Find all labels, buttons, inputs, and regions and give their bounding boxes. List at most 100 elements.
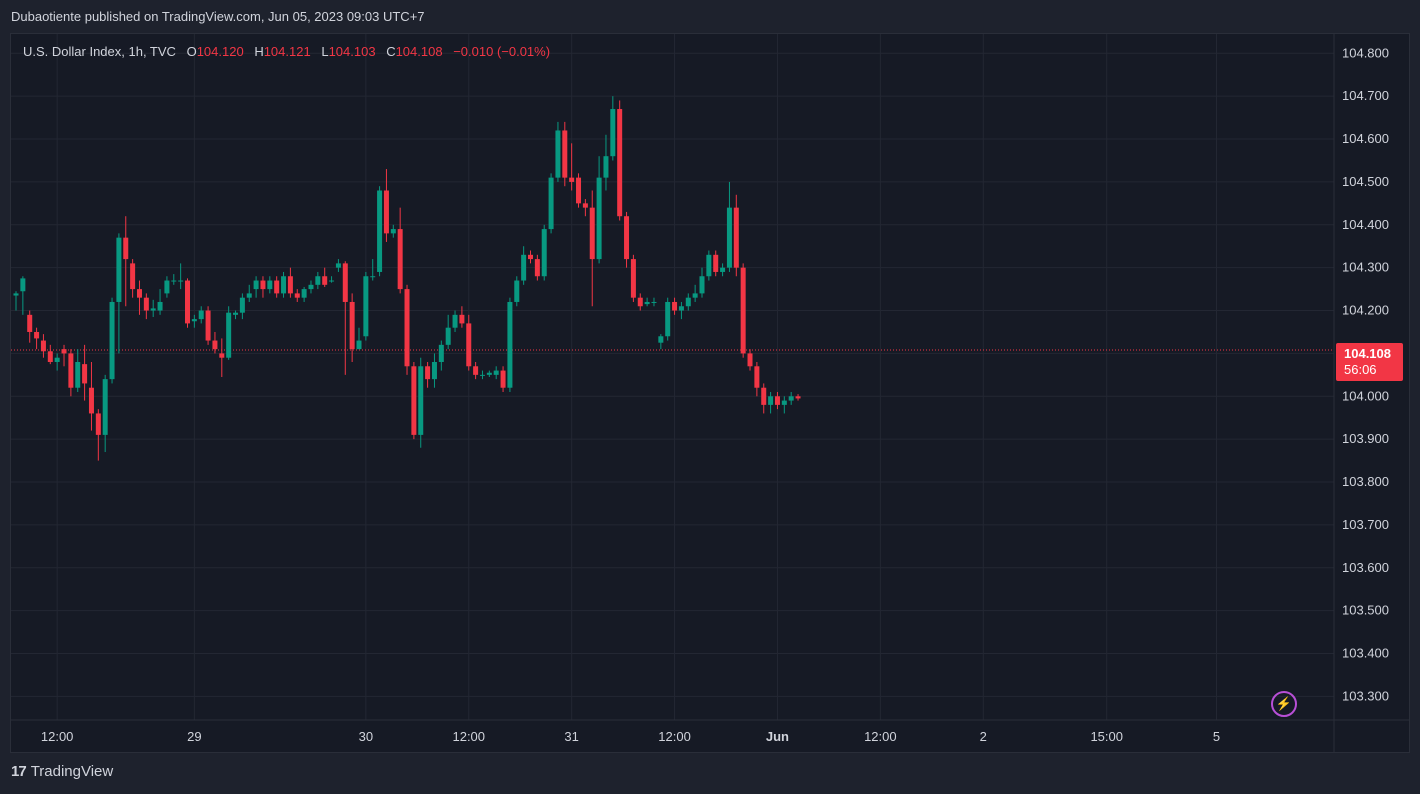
- candle-body: [438, 344, 444, 362]
- candle-body: [239, 297, 245, 313]
- candle-body: [459, 314, 465, 324]
- candle-body: [603, 156, 609, 178]
- candle-body: [109, 301, 115, 380]
- candle-body: [205, 310, 211, 341]
- candle-body: [178, 280, 184, 282]
- candle-body: [610, 109, 616, 157]
- candle-body: [20, 278, 26, 292]
- y-tick-label: 104.700: [1342, 88, 1389, 103]
- candle-body: [500, 370, 506, 388]
- candle-body: [157, 301, 163, 311]
- candle-body: [466, 323, 472, 367]
- high-value: 104.121: [263, 44, 311, 59]
- close-value: 104.108: [395, 44, 443, 59]
- x-tick-label: 2: [980, 729, 987, 744]
- candle-body: [383, 190, 389, 234]
- y-tick-label: 103.400: [1342, 646, 1389, 661]
- candle-body: [431, 361, 437, 380]
- candle-body: [521, 254, 527, 281]
- candle-body: [102, 379, 108, 435]
- symbol-label[interactable]: U.S. Dollar Index, 1h, TVC: [23, 44, 176, 59]
- candle-body: [733, 207, 739, 268]
- candle-body: [356, 340, 362, 350]
- candle-body: [740, 267, 746, 354]
- candle-body: [747, 353, 753, 367]
- candle-body: [287, 276, 293, 294]
- candle-body: [322, 276, 328, 285]
- x-tick-label: Jun: [766, 729, 789, 744]
- candle-body: [486, 372, 492, 375]
- candle-body: [136, 289, 142, 298]
- open-value: 104.120: [196, 44, 244, 59]
- candle-body: [726, 207, 732, 268]
- candle-body: [82, 364, 88, 384]
- x-tick-label: 29: [187, 729, 201, 744]
- brand-name: TradingView: [30, 763, 114, 780]
- open-label: O: [186, 44, 197, 59]
- candle-body: [260, 280, 266, 290]
- candle-body: [68, 353, 74, 388]
- publish-info: Dubaotiente published on TradingView.com…: [11, 9, 425, 24]
- candle-body: [788, 396, 794, 401]
- bar-countdown: 56:06: [1344, 362, 1377, 377]
- y-tick-label: 103.300: [1342, 688, 1389, 703]
- candle-body: [617, 109, 623, 217]
- candle-body: [198, 310, 204, 320]
- x-tick-label: 15:00: [1090, 729, 1123, 744]
- candle-body: [569, 177, 575, 182]
- candle-body: [171, 280, 177, 282]
- candle-body: [624, 216, 630, 260]
- y-tick-label: 104.300: [1342, 260, 1389, 275]
- candlestick-chart[interactable]: 104.800 104.700 104.600 104.500 104.400 104.3…: [11, 34, 1409, 752]
- candle-body: [274, 280, 280, 294]
- candle-body: [479, 374, 485, 376]
- candle-body: [191, 319, 197, 322]
- candle-body: [781, 400, 787, 405]
- candle-body: [88, 387, 94, 414]
- y-tick-label: 103.500: [1342, 603, 1389, 618]
- x-tick-label: 30: [359, 729, 373, 744]
- candle-body: [720, 267, 726, 272]
- candle-body: [342, 263, 348, 302]
- y-tick-label: 104.500: [1342, 174, 1389, 189]
- x-tick-label: 12:00: [658, 729, 691, 744]
- candle-body: [246, 293, 252, 298]
- y-tick-label: 103.800: [1342, 474, 1389, 489]
- y-tick-label: 104.400: [1342, 217, 1389, 232]
- candle-body: [404, 289, 410, 367]
- candle-body: [95, 413, 101, 435]
- candle-body: [397, 229, 403, 290]
- candle-body: [534, 259, 540, 277]
- candle-body: [425, 366, 431, 380]
- x-tick-label: 12:00: [41, 729, 74, 744]
- candle-body: [528, 254, 533, 260]
- candle-body: [699, 276, 705, 294]
- candle-body: [418, 366, 424, 435]
- candle-body: [329, 280, 335, 282]
- x-tick-label: 31: [564, 729, 578, 744]
- candle-body: [377, 190, 383, 272]
- candle-body: [541, 229, 547, 277]
- candle-body: [507, 301, 513, 388]
- candle-body: [315, 276, 321, 285]
- candle-body: [692, 293, 698, 298]
- candle-body: [13, 293, 19, 296]
- candle-body: [27, 314, 33, 332]
- last-price-tag: 104.108 56:06: [1336, 343, 1403, 381]
- candle-body: [651, 301, 657, 303]
- y-tick-label: 103.700: [1342, 517, 1389, 532]
- candle-body: [411, 366, 417, 435]
- candle-body: [562, 130, 568, 178]
- candle-body: [130, 263, 136, 290]
- candle-body: [754, 366, 760, 388]
- candle-body: [301, 289, 307, 298]
- candle-body: [281, 276, 287, 294]
- candle-body: [637, 297, 643, 307]
- footer-brand[interactable]: 17 TradingView: [11, 763, 113, 780]
- chart-area[interactable]: 104.800 104.700 104.600 104.500 104.400 104.3…: [10, 33, 1410, 753]
- candle-body: [294, 293, 300, 298]
- high-label: H: [254, 44, 264, 59]
- candle-body: [582, 203, 588, 208]
- lightning-bolt-icon[interactable]: ⚡: [1271, 691, 1297, 717]
- candle-body: [253, 280, 259, 290]
